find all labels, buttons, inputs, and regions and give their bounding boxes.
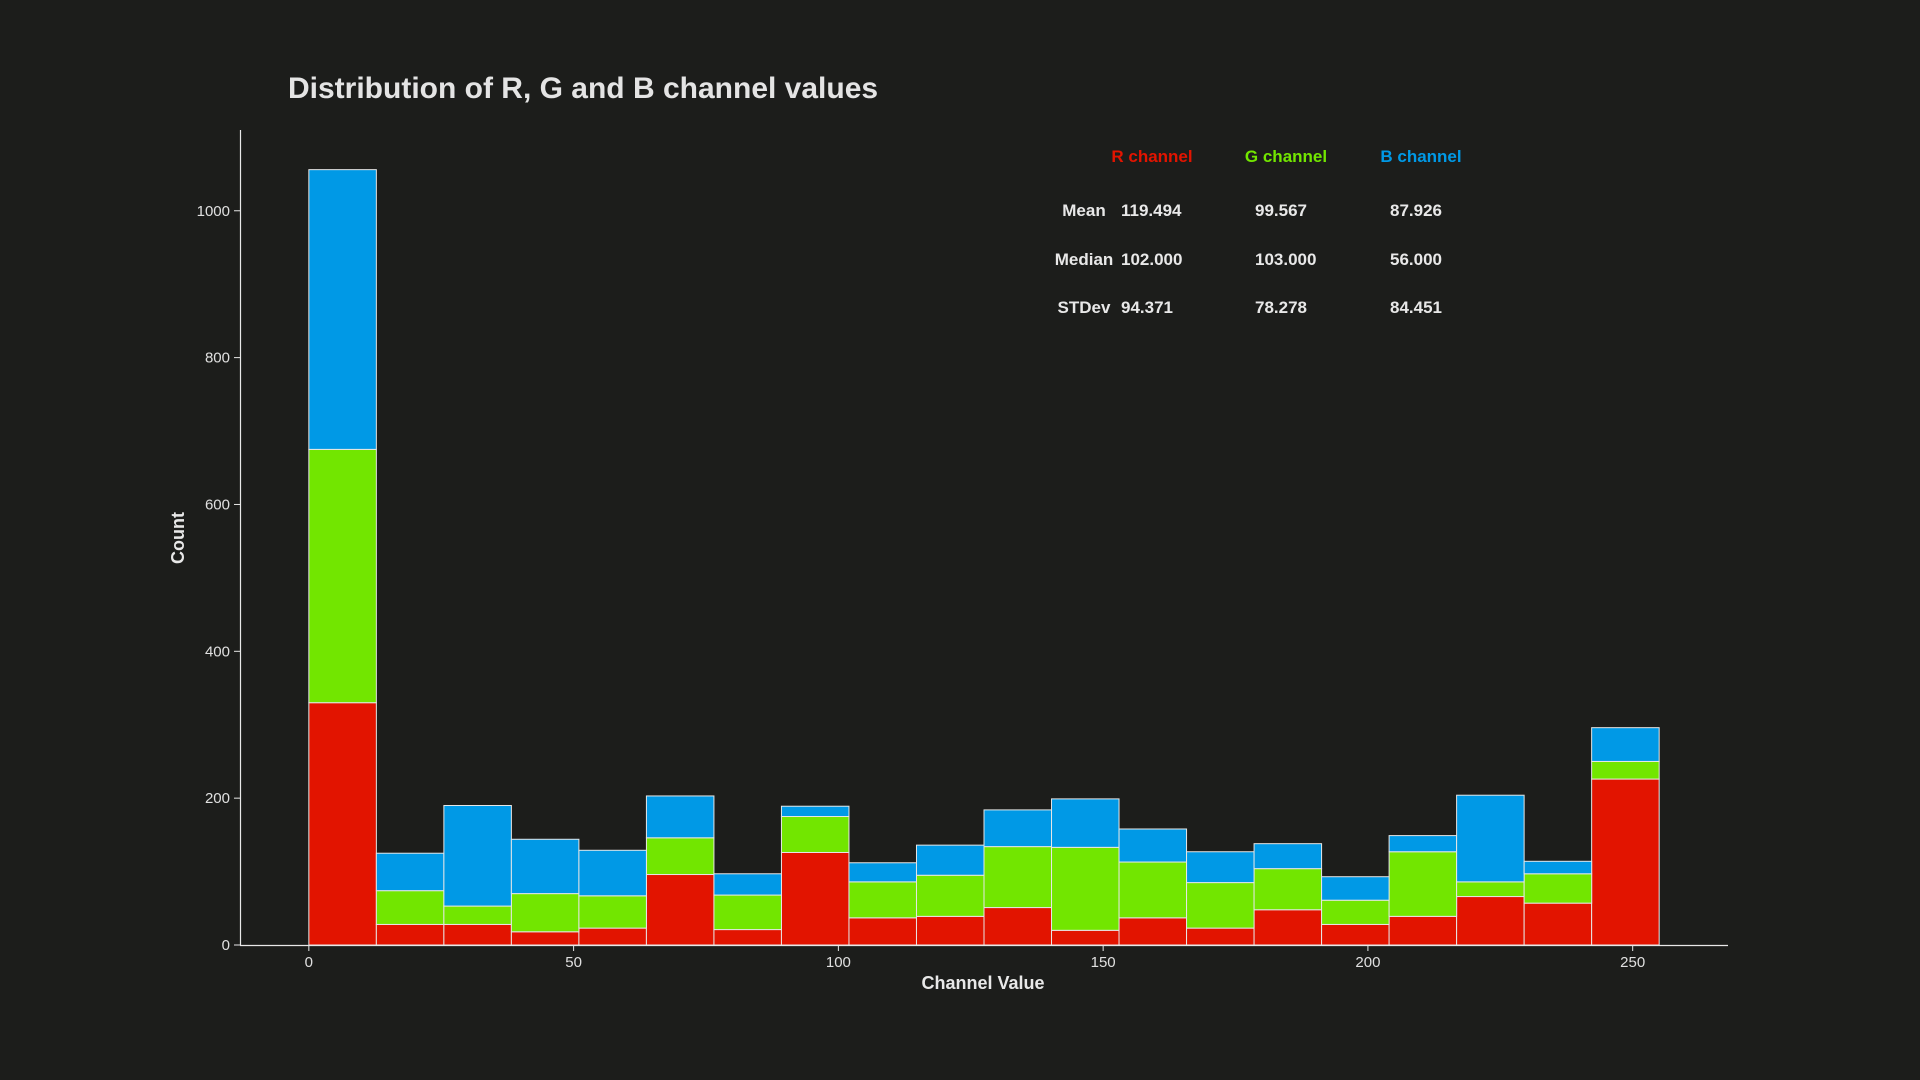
stats-value: 56.000 xyxy=(1390,250,1442,269)
bar-b-10 xyxy=(983,809,1053,848)
bar-g-13 xyxy=(1186,882,1255,929)
x-ticks: 0 50 100 150 200 250 xyxy=(305,945,1645,971)
stats-value: 103.000 xyxy=(1255,250,1316,269)
stats-row-label: STDev xyxy=(1058,298,1111,317)
bar-g-3 xyxy=(510,893,580,933)
bar-g-14 xyxy=(1253,868,1323,911)
x-tick-label: 250 xyxy=(1620,954,1645,971)
bar-r-1 xyxy=(375,923,445,946)
x-tick-label: 200 xyxy=(1355,954,1380,971)
bar-r-15 xyxy=(1321,923,1390,946)
y-tick-label: 200 xyxy=(205,790,230,807)
bar-b-18 xyxy=(1523,860,1593,875)
stats-header-1: G channel xyxy=(1245,147,1327,166)
bar-g-6 xyxy=(713,894,782,931)
stats-table: R channel G channel B channel Mean 119.494 99… xyxy=(1055,147,1462,317)
stats-value: 119.494 xyxy=(1121,201,1182,220)
bar-g-9 xyxy=(915,874,985,917)
y-tick-label: 800 xyxy=(205,350,230,367)
bar-b-19 xyxy=(1591,727,1660,762)
bar-g-10 xyxy=(983,846,1053,909)
bar-g-0 xyxy=(308,448,377,704)
stats-row-label: Median xyxy=(1055,250,1114,269)
bar-b-15 xyxy=(1321,876,1390,901)
bar-r-18 xyxy=(1523,902,1593,946)
bar-r-19 xyxy=(1591,778,1660,946)
bar-b-1 xyxy=(375,852,445,892)
bar-g-11 xyxy=(1051,846,1120,931)
bar-r-9 xyxy=(915,915,985,946)
bar-r-12 xyxy=(1118,917,1188,946)
bar-r-0 xyxy=(308,702,377,946)
bar-g-12 xyxy=(1118,861,1188,919)
stats-value: 102.000 xyxy=(1121,250,1182,269)
bar-g-17 xyxy=(1456,881,1525,898)
stats-value: 94.371 xyxy=(1121,298,1173,317)
y-tick-label: 0 xyxy=(222,937,230,954)
bar-r-4 xyxy=(578,927,647,946)
y-tick-label: 400 xyxy=(205,643,230,660)
bar-r-13 xyxy=(1186,927,1255,946)
bar-b-4 xyxy=(578,849,647,897)
x-axis-label: Channel Value xyxy=(921,973,1044,993)
bar-r-10 xyxy=(983,907,1053,946)
x-tick-label: 50 xyxy=(565,954,582,971)
bar-g-15 xyxy=(1321,899,1390,925)
bar-g-7 xyxy=(780,816,850,853)
bar-r-6 xyxy=(713,929,782,946)
bar-b-0 xyxy=(308,169,377,450)
bar-b-16 xyxy=(1388,835,1458,853)
bar-r-11 xyxy=(1051,929,1120,946)
bar-r-7 xyxy=(780,851,850,946)
bar-b-17 xyxy=(1456,794,1525,883)
bar-r-8 xyxy=(848,917,917,946)
bar-b-3 xyxy=(510,838,580,895)
x-tick-label: 0 xyxy=(305,954,313,971)
bar-g-19 xyxy=(1591,760,1660,780)
y-tick-label: 600 xyxy=(205,496,230,513)
bar-b-11 xyxy=(1051,798,1120,848)
bar-r-14 xyxy=(1253,909,1323,946)
stats-value: 99.567 xyxy=(1255,201,1307,220)
bar-r-5 xyxy=(645,874,715,946)
bar-g-2 xyxy=(443,905,512,925)
bars-layer xyxy=(308,169,1660,946)
bar-r-16 xyxy=(1388,915,1458,946)
stats-header-0: R channel xyxy=(1111,147,1192,166)
bar-b-12 xyxy=(1118,828,1188,863)
bar-b-6 xyxy=(713,873,782,896)
stats-header-2: B channel xyxy=(1380,147,1461,166)
y-ticks: 0 200 400 600 800 1000 xyxy=(197,203,240,954)
bar-g-18 xyxy=(1523,873,1593,904)
bar-b-2 xyxy=(443,804,512,907)
x-tick-label: 150 xyxy=(1091,954,1116,971)
stats-value: 84.451 xyxy=(1390,298,1442,317)
bar-r-3 xyxy=(510,931,580,946)
bar-b-14 xyxy=(1253,843,1323,870)
bar-b-7 xyxy=(780,805,850,818)
bar-g-1 xyxy=(375,890,445,925)
y-axis-label: Count xyxy=(168,512,188,564)
bar-g-8 xyxy=(848,881,917,919)
stats-value: 87.926 xyxy=(1390,201,1442,220)
x-tick-label: 100 xyxy=(826,954,851,971)
bar-g-16 xyxy=(1388,851,1458,917)
bar-b-8 xyxy=(848,862,917,883)
bar-b-9 xyxy=(915,844,985,876)
bar-r-2 xyxy=(443,923,512,946)
stats-row-label: Mean xyxy=(1062,201,1105,220)
bar-b-5 xyxy=(645,795,715,839)
bar-b-13 xyxy=(1186,851,1255,884)
bar-g-4 xyxy=(578,895,647,929)
chart-title: Distribution of R, G and B channel value… xyxy=(288,72,878,105)
bar-g-5 xyxy=(645,837,715,876)
y-tick-label: 1000 xyxy=(197,203,230,220)
stats-value: 78.278 xyxy=(1255,298,1307,317)
bar-r-17 xyxy=(1456,896,1525,946)
